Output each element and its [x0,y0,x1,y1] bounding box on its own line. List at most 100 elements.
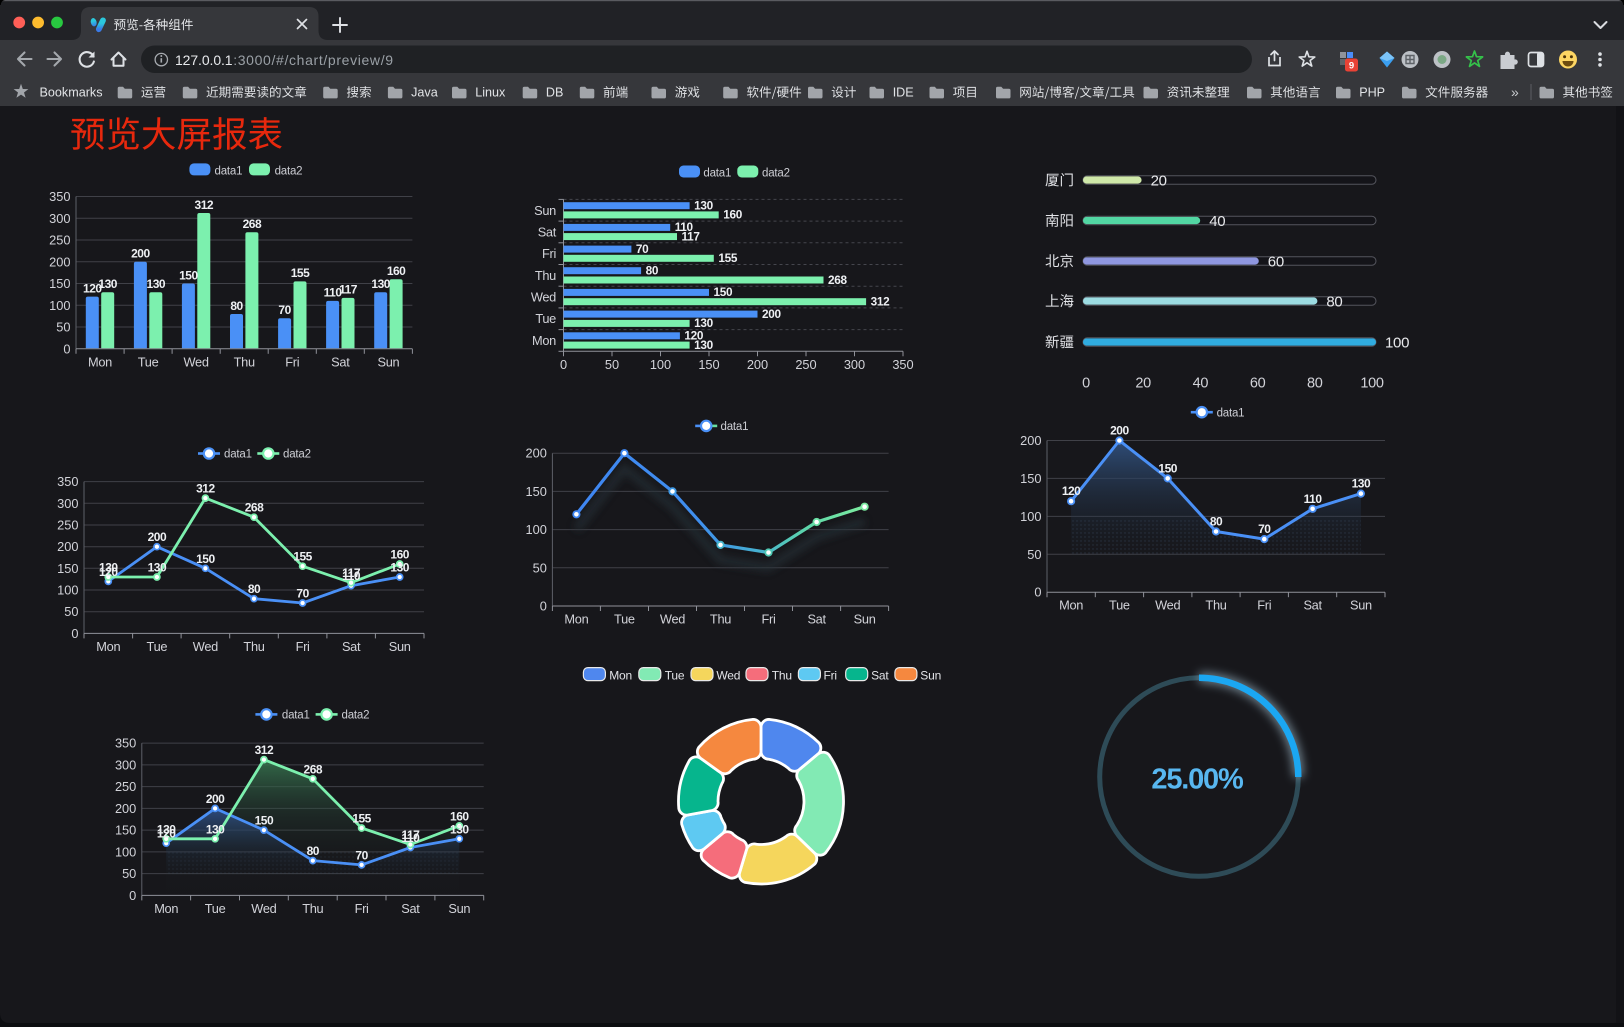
svg-text:100: 100 [115,844,136,859]
svg-text:Thu: Thu [302,901,323,916]
svg-text:130: 130 [1352,477,1371,491]
svg-text:120: 120 [1062,484,1081,498]
svg-text:Thu: Thu [772,669,792,683]
svg-text:data1: data1 [721,421,749,433]
svg-text:130: 130 [694,316,714,330]
svg-text:0: 0 [560,357,567,372]
svg-text:Fri: Fri [296,639,310,654]
svg-text:20: 20 [1151,172,1167,189]
svg-text:250: 250 [795,357,816,372]
svg-text:200: 200 [1020,433,1041,448]
svg-text:Thu: Thu [243,639,264,654]
svg-text:Sat: Sat [401,901,420,916]
svg-text:Tue: Tue [665,669,685,683]
svg-text:Mon: Mon [609,669,632,683]
svg-text:70: 70 [296,587,309,601]
svg-text:80: 80 [1307,376,1323,392]
svg-text:0: 0 [540,599,547,614]
svg-text:200: 200 [1110,424,1129,438]
svg-text:130: 130 [99,561,118,575]
svg-text:Tue: Tue [138,354,159,369]
svg-text:Sun: Sun [854,612,876,627]
svg-text:268: 268 [245,501,264,515]
svg-text:150: 150 [115,823,136,838]
svg-text:130: 130 [694,338,714,352]
svg-text:data2: data2 [275,165,303,177]
svg-text:312: 312 [255,743,274,757]
svg-text:Sun: Sun [448,901,470,916]
svg-text:Thu: Thu [1205,598,1226,613]
svg-text:Wed: Wed [251,901,276,916]
svg-text:Mon: Mon [154,901,178,916]
svg-text:50: 50 [56,320,70,335]
svg-text:350: 350 [49,189,70,204]
svg-text:Mon: Mon [564,612,588,627]
svg-text:150: 150 [49,276,70,291]
svg-text:Fri: Fri [824,669,837,683]
svg-text:50: 50 [605,357,619,372]
svg-text:268: 268 [243,217,262,231]
svg-text:200: 200 [206,792,225,806]
svg-text:200: 200 [148,530,167,544]
svg-text:300: 300 [115,757,136,772]
svg-text:Wed: Wed [660,612,685,627]
svg-text:250: 250 [115,779,136,794]
svg-text:Tue: Tue [147,639,168,654]
svg-text:300: 300 [49,211,70,226]
svg-text:data1: data1 [1217,407,1245,419]
svg-text:117: 117 [339,283,358,297]
svg-text:155: 155 [291,266,310,280]
svg-text:Fri: Fri [355,901,369,916]
svg-text:130: 130 [694,199,714,213]
svg-text:110: 110 [324,286,343,300]
svg-text:0: 0 [63,341,70,356]
svg-text:50: 50 [122,866,136,881]
svg-text:200: 200 [115,801,136,816]
svg-text:110: 110 [675,220,694,234]
svg-text:250: 250 [49,233,70,248]
svg-text:130: 130 [450,822,469,836]
svg-text:110: 110 [1304,492,1323,506]
svg-text:40: 40 [1193,376,1209,392]
svg-text:80: 80 [646,264,659,278]
svg-text:Fri: Fri [1257,598,1271,613]
svg-text:Tue: Tue [1109,598,1130,613]
svg-text:250: 250 [57,518,78,533]
svg-text:300: 300 [57,496,78,511]
svg-text:Wed: Wed [184,354,209,369]
svg-text:0: 0 [1034,585,1041,600]
svg-text:Wed: Wed [716,669,740,683]
svg-text:268: 268 [828,273,848,287]
svg-text:Sun: Sun [920,669,941,683]
svg-text:127.0.0.1: 127.0.0.1 [175,52,233,68]
svg-text:data2: data2 [342,710,370,722]
svg-text:Mon: Mon [1059,598,1083,613]
svg-text:50: 50 [1027,547,1041,562]
svg-text:Fri: Fri [761,612,775,627]
svg-text:Wed: Wed [193,639,218,654]
svg-text:Sat: Sat [807,612,826,627]
svg-text:Sun: Sun [534,203,556,218]
svg-text:160: 160 [723,208,743,222]
svg-text:130: 130 [206,822,225,836]
svg-text:100: 100 [1360,376,1384,392]
svg-text:data2: data2 [762,167,790,179]
svg-text:120: 120 [99,565,118,579]
svg-text:150: 150 [255,814,274,828]
svg-text:350: 350 [57,474,78,489]
svg-text:70: 70 [636,242,649,256]
svg-text:200: 200 [49,254,70,269]
svg-text:Sun: Sun [389,639,411,654]
svg-text:70: 70 [278,303,291,317]
svg-text:Tue: Tue [205,901,226,916]
svg-text:130: 130 [98,277,117,291]
svg-text:70: 70 [355,848,368,862]
svg-text:Fri: Fri [542,246,556,261]
svg-text:80: 80 [230,299,243,313]
svg-text:130: 130 [157,822,176,836]
svg-text:200: 200 [57,539,78,554]
svg-text:150: 150 [526,484,547,499]
svg-text:130: 130 [371,277,390,291]
svg-text:Bookmarks: Bookmarks [40,86,103,100]
svg-text:data1: data1 [215,165,243,177]
